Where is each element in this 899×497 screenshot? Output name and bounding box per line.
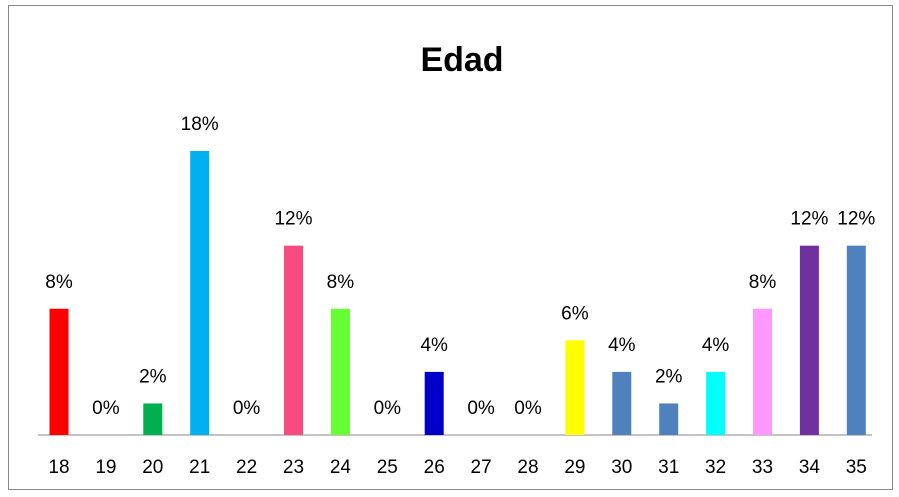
- x-tick-label: 28: [517, 457, 538, 478]
- x-tick-label: 34: [799, 457, 821, 478]
- data-label: 0%: [514, 398, 542, 419]
- x-tick-label: 31: [658, 457, 679, 478]
- x-tick-label: 22: [236, 457, 257, 478]
- data-label: 4%: [702, 335, 730, 356]
- data-label: 2%: [139, 366, 167, 387]
- data-label: 12%: [837, 209, 875, 230]
- bar: [753, 308, 772, 435]
- x-tick-label: 30: [611, 457, 632, 478]
- x-tick-label: 33: [752, 457, 773, 478]
- data-label: 8%: [45, 272, 73, 293]
- bar: [612, 371, 632, 435]
- x-tick-label: 25: [377, 457, 398, 478]
- data-label: 4%: [608, 335, 636, 356]
- bar: [659, 403, 679, 435]
- x-tick-label: 19: [95, 457, 116, 478]
- bar: [799, 245, 819, 435]
- x-tick-label: 27: [471, 457, 492, 478]
- x-tick-label: 20: [142, 457, 163, 478]
- bar: [565, 340, 585, 435]
- data-label: 0%: [467, 398, 495, 419]
- x-tick-label: 18: [48, 457, 69, 478]
- bar: [424, 371, 444, 435]
- data-label: 18%: [181, 114, 219, 135]
- data-label: 0%: [374, 398, 402, 419]
- x-tick-label: 32: [705, 457, 726, 478]
- data-label: 2%: [655, 366, 683, 387]
- data-label: 4%: [420, 335, 448, 356]
- x-tick-label: 21: [189, 457, 210, 478]
- x-tick-label: 26: [424, 457, 445, 478]
- data-label: 8%: [327, 272, 355, 293]
- data-label: 12%: [274, 209, 312, 230]
- bar: [706, 371, 726, 435]
- bar: [190, 151, 210, 435]
- bar: [846, 245, 866, 435]
- bar: [143, 403, 163, 435]
- x-tick-label: 29: [564, 457, 585, 478]
- bar: [330, 308, 350, 435]
- x-tick-label: 24: [330, 457, 352, 478]
- data-label: 12%: [790, 209, 828, 230]
- data-label: 0%: [92, 398, 120, 419]
- bar: [284, 245, 303, 435]
- x-tick-label: 23: [283, 457, 304, 478]
- data-label: 0%: [233, 398, 261, 419]
- x-tick-label: 35: [846, 457, 867, 478]
- data-label: 8%: [749, 272, 777, 293]
- chart-title: Edad: [420, 41, 503, 79]
- bar: [49, 308, 69, 435]
- data-label: 6%: [561, 303, 589, 324]
